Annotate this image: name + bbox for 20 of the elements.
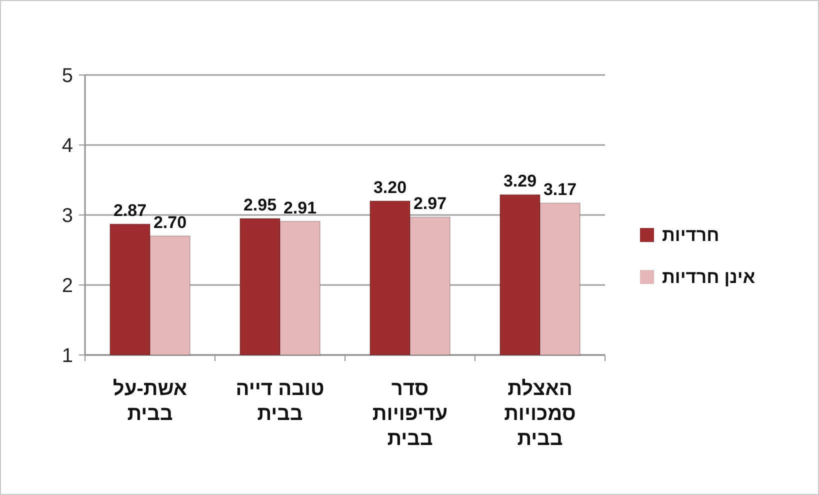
legend-label: אינן חרדיות [662,267,756,287]
y-tick-label: 1 [62,345,73,367]
data-label: 2.97 [413,194,447,214]
y-tick-label: 3 [62,205,73,227]
y-tick-label: 5 [62,65,73,87]
data-label: 3.20 [373,178,407,197]
data-label: 3.17 [543,180,577,200]
x-tick-label: אשת-על בבית [112,377,188,427]
data-label: 2.70 [153,213,187,232]
data-label: 3.29 [503,172,537,191]
legend-label: חרדיות [662,225,720,245]
y-tick-label: 4 [62,135,73,157]
data-label: 2.87 [113,201,147,220]
data-label: 2.91 [283,198,317,218]
y-tick-label: 2 [62,275,73,297]
legend: חרדיות אינן חרדיות [640,225,756,287]
x-tick-label: סדר עדיפויות בבית [371,377,449,452]
data-label: 2.95 [243,196,277,214]
x-tick-label: האצלת סמכויות בבית [503,377,577,452]
x-tick-label: טובה דייה בבית [234,377,326,427]
